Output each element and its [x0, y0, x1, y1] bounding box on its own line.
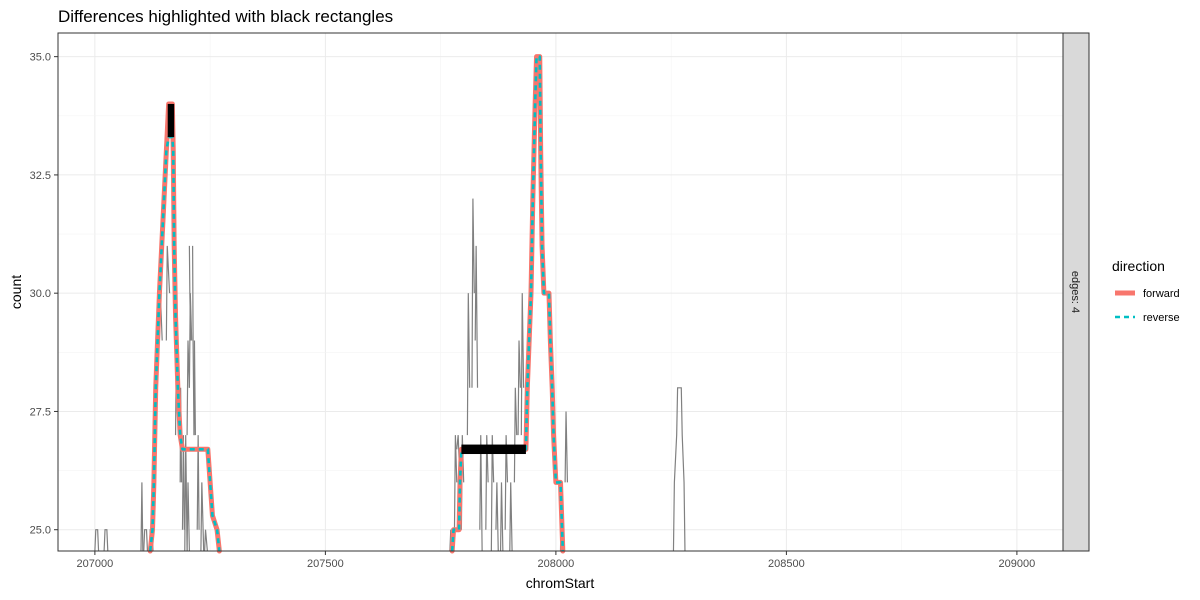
gray-step-line [188, 245, 192, 341]
x-axis-title: chromStart [526, 575, 595, 591]
gray-step-line [204, 529, 208, 552]
highlight-rectangle [167, 103, 175, 138]
gray-step-line [186, 482, 190, 552]
gray-step-line [520, 293, 525, 436]
facet-strip [1062, 32, 1090, 552]
gray-step-line [490, 435, 495, 552]
gray-step-line [186, 340, 190, 436]
x-tick-label: 208000 [538, 558, 575, 570]
gray-step-line [184, 435, 188, 552]
gray-step-line [504, 435, 509, 530]
plot-panel [58, 33, 1063, 551]
gray-step-line [143, 529, 149, 552]
gray-step-line [192, 245, 195, 436]
gray-step-line [471, 198, 475, 388]
gray-step-line [165, 245, 171, 341]
gray-step-line [479, 435, 483, 552]
gray-step-line [103, 529, 109, 552]
legend-label-forward: forward [1143, 288, 1180, 300]
chart-title: Differences highlighted with black recta… [58, 7, 393, 26]
y-tick-label: 35.0 [30, 52, 51, 64]
series-line-reverse [450, 55, 565, 552]
gray-step-line [672, 387, 686, 552]
gray-step-line [564, 411, 569, 483]
gray-step-line [453, 435, 458, 530]
gray-step-line [509, 482, 513, 552]
gray-step-line [495, 482, 499, 552]
y-axis-title: count [8, 275, 24, 309]
gray-step-line [485, 435, 489, 530]
gray-step-line [499, 482, 504, 552]
y-tick-label: 25.0 [30, 525, 51, 537]
y-tick-label: 32.5 [30, 170, 51, 182]
y-tick-label: 30.0 [30, 288, 51, 300]
gray-step-line [140, 482, 144, 552]
legend: direction forward reverse [1112, 258, 1180, 324]
gray-step-line [196, 435, 200, 530]
gray-step-line [94, 529, 100, 552]
legend-label-reverse: reverse [1143, 312, 1180, 324]
gray-step-line [200, 482, 205, 552]
x-tick-label: 209000 [999, 558, 1036, 570]
gray-step-line [474, 245, 479, 388]
legend-title: direction [1112, 258, 1165, 274]
y-tick-label: 27.5 [30, 406, 51, 418]
highlight-rectangle [461, 444, 526, 455]
gray-step-line [517, 340, 521, 436]
x-tick-label: 207500 [307, 558, 344, 570]
gray-step-line [181, 435, 185, 530]
gray-step-line [466, 293, 471, 436]
x-tick-label: 208500 [768, 558, 805, 570]
facet-strip-label: edges: 4 [1069, 271, 1081, 313]
x-axis: 207000 207500 208000 208500 209000 [77, 551, 1036, 570]
y-axis: 25.0 27.5 30.0 32.5 35.0 [30, 52, 58, 537]
x-tick-label: 207000 [77, 558, 114, 570]
highlight-rectangles [167, 103, 526, 455]
